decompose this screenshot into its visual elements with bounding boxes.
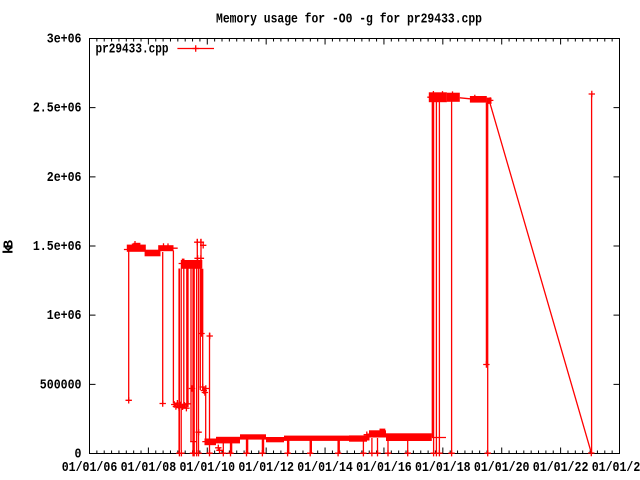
svg-text:1.5e+06: 1.5e+06 bbox=[33, 239, 82, 255]
svg-text:01/01/08: 01/01/08 bbox=[121, 460, 177, 476]
svg-text:01/01/12: 01/01/12 bbox=[238, 460, 294, 476]
svg-text:01/01/16: 01/01/16 bbox=[356, 460, 412, 476]
svg-text:500000: 500000 bbox=[40, 377, 82, 393]
svg-text:01/01/24: 01/01/24 bbox=[592, 460, 640, 476]
svg-text:01/01/06: 01/01/06 bbox=[62, 460, 118, 476]
svg-text:01/01/20: 01/01/20 bbox=[474, 460, 530, 476]
svg-text:01/01/18: 01/01/18 bbox=[415, 460, 471, 476]
svg-text:3e+06: 3e+06 bbox=[47, 32, 82, 48]
svg-text:2e+06: 2e+06 bbox=[47, 170, 82, 186]
svg-text:1e+06: 1e+06 bbox=[47, 308, 82, 324]
svg-text:0: 0 bbox=[75, 447, 82, 463]
svg-text:kB: kB bbox=[2, 239, 18, 254]
svg-text:pr29433.cpp: pr29433.cpp bbox=[96, 42, 169, 58]
svg-text:2.5e+06: 2.5e+06 bbox=[33, 101, 82, 117]
svg-text:01/01/10: 01/01/10 bbox=[179, 460, 235, 476]
svg-text:Memory usage for -O0 -g for pr: Memory usage for -O0 -g for pr29433.cpp bbox=[216, 12, 482, 28]
svg-text:01/01/14: 01/01/14 bbox=[297, 460, 353, 476]
svg-text:01/01/22: 01/01/22 bbox=[533, 460, 589, 476]
